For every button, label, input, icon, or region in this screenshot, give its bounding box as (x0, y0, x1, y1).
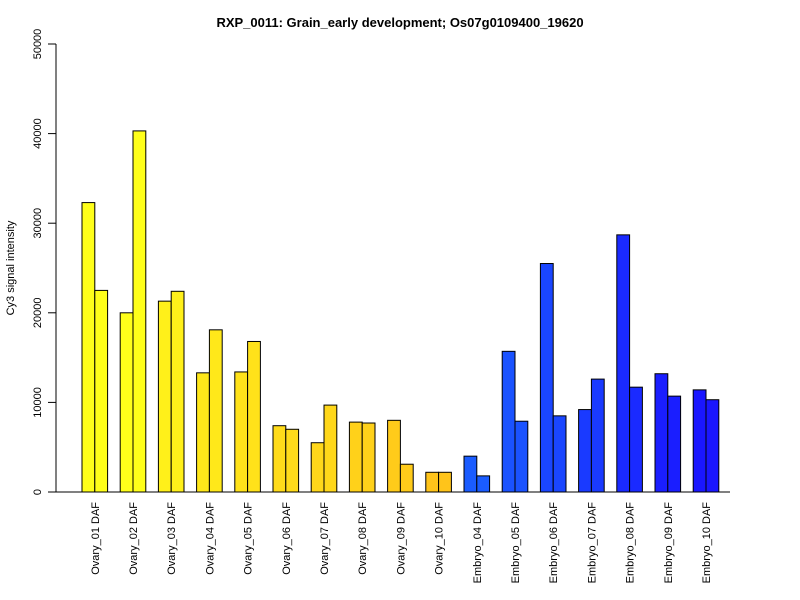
bar (247, 340, 261, 493)
y-tick-label: 0 (32, 489, 44, 495)
y-tick-label: 40000 (32, 118, 44, 149)
bars (81, 130, 720, 493)
x-tick-label: Ovary_06 DAF (281, 502, 293, 575)
bar (196, 372, 210, 493)
bar (157, 300, 172, 493)
x-tick-label: Embryo_05 DAF (510, 502, 522, 584)
bar (539, 263, 554, 493)
x-tick-label: Ovary_04 DAF (204, 502, 216, 575)
bar (552, 415, 567, 493)
x-tick-label: Embryo_09 DAF (663, 502, 675, 584)
bar (578, 409, 592, 493)
bar (399, 463, 414, 493)
bar (425, 471, 440, 493)
bar (170, 290, 185, 493)
bar (348, 421, 363, 493)
bar (514, 420, 529, 493)
bar (208, 329, 223, 493)
x-tick-label: Ovary_08 DAF (357, 502, 369, 575)
bar (81, 202, 96, 493)
x-tick-label: Embryo_07 DAF (586, 502, 598, 584)
y-tick-label: 20000 (32, 298, 44, 329)
x-axis-tick-labels: Ovary_01 DAF Ovary_02 DAF Ovary_03 DAF Ovar… (90, 502, 713, 584)
bar (234, 371, 249, 493)
bar (94, 289, 109, 493)
bar (705, 399, 720, 493)
x-tick-label: Embryo_04 DAF (472, 502, 484, 584)
bar (654, 373, 669, 493)
y-axis-label: Cy3 signal intensity (5, 220, 17, 315)
bar (476, 475, 491, 493)
x-tick-label: Embryo_06 DAF (548, 502, 560, 584)
bar (616, 234, 631, 493)
x-tick-label: Ovary_07 DAF (319, 502, 331, 575)
bar (501, 350, 516, 493)
bar (285, 428, 300, 493)
bar (387, 419, 401, 493)
bar (463, 455, 478, 493)
bar (272, 425, 287, 493)
bar (590, 378, 605, 493)
bar (667, 395, 682, 493)
y-tick-label: 30000 (32, 208, 44, 239)
bar (119, 312, 134, 493)
bar (629, 386, 643, 493)
y-axis-ticks: 0 10000 20000 30000 40000 50000 (32, 29, 56, 495)
y-tick-label: 50000 (32, 29, 44, 60)
x-tick-label: Embryo_10 DAF (701, 502, 713, 584)
bar (323, 404, 338, 493)
x-tick-label: Embryo_08 DAF (625, 502, 637, 584)
y-tick-label: 10000 (32, 387, 44, 418)
bar (692, 389, 707, 493)
x-tick-label: Ovary_10 DAF (434, 502, 446, 575)
x-tick-label: Ovary_01 DAF (90, 502, 102, 575)
x-tick-label: Ovary_03 DAF (166, 502, 178, 575)
bar (438, 471, 452, 493)
x-tick-label: Ovary_05 DAF (243, 502, 255, 575)
bar (132, 130, 147, 493)
bar (310, 442, 325, 493)
bar (361, 422, 376, 493)
x-tick-label: Ovary_02 DAF (128, 502, 140, 575)
x-tick-label: Ovary_09 DAF (395, 502, 407, 575)
chart-title: RXP_0011: Grain_early development; Os07g… (216, 15, 583, 30)
